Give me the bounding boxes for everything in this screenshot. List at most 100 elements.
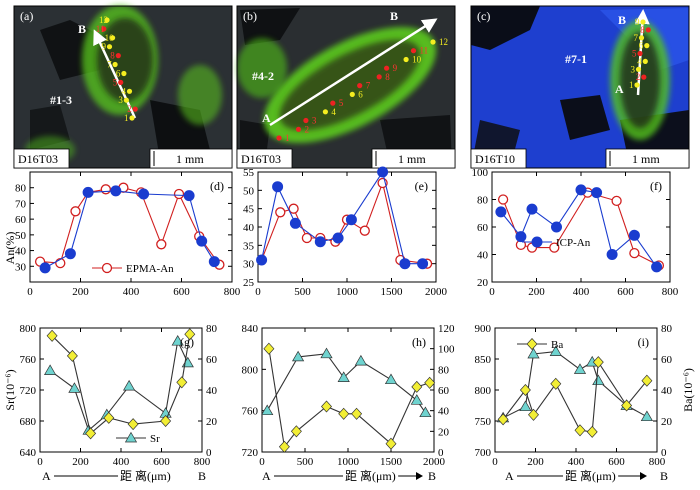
y-tick-label: 25 (243, 277, 255, 289)
panel-label: (e) (415, 179, 428, 193)
data-point (377, 166, 389, 178)
analysis-point-label: 5 (339, 98, 344, 108)
y-tick-label: 20 (477, 277, 489, 289)
x-tick-label: 2000 (425, 286, 448, 298)
xlabel-start: A (505, 469, 514, 483)
analysis-point (634, 82, 640, 88)
analysis-point-label: 6 (639, 41, 644, 51)
analysis-point-label: 7 (107, 60, 112, 70)
y-tick-label: 840 (242, 323, 259, 335)
data-point (320, 347, 333, 359)
arrow-start-label-c: A (615, 82, 624, 96)
x-tick-label: 600 (173, 286, 190, 298)
analysis-point (642, 58, 648, 64)
data-point (82, 186, 94, 198)
y2-tick-label: 80 (661, 323, 673, 335)
x-tick-label: 800 (194, 456, 211, 468)
analysis-point (132, 106, 138, 112)
data-point (66, 349, 78, 362)
y-tick-label: 45 (243, 204, 255, 216)
data-point (68, 382, 81, 393)
chart-e: 0 500 1000 1500 2000 25 30 35 40 45 50 55 (e) (243, 166, 448, 298)
y2-tick-label: 60 (206, 354, 218, 366)
analysis-point (376, 74, 382, 80)
data-point (184, 328, 196, 341)
panel-label-c: (c) (477, 9, 490, 23)
data-point (417, 258, 429, 270)
x-tick-label: 500 (297, 456, 314, 468)
analysis-point-label: 8 (385, 72, 390, 82)
data-point (101, 262, 113, 274)
x-tick-label: 200 (527, 456, 544, 468)
data-point (321, 400, 332, 413)
analysis-point (410, 48, 417, 54)
analysis-point-label: 3 (312, 116, 317, 126)
analysis-point-label: 11 (96, 24, 105, 34)
data-point (290, 425, 302, 438)
analysis-point (430, 39, 436, 45)
data-point (411, 380, 423, 393)
data-point (591, 187, 603, 199)
series-line (44, 190, 215, 269)
data-point (46, 329, 58, 342)
legend-label: ICP-An (556, 237, 591, 249)
plot-frame (261, 327, 435, 453)
y-tick-label: 30 (15, 261, 27, 273)
legend-label: Sr (150, 433, 160, 445)
x-tick-label: 200 (72, 456, 89, 468)
analysis-point (638, 35, 645, 41)
xlabel-text: 距 离(μm) (345, 468, 396, 483)
analysis-point (110, 35, 116, 41)
series-line (266, 353, 426, 414)
ylabel-sr: Sr(10⁻⁶) (3, 369, 17, 410)
analysis-point (276, 135, 282, 141)
chart-i: 0 200 400 600 800 700 750 800 850 900 0 20 40 60 80 (i)… (475, 323, 673, 468)
data-point (592, 356, 604, 369)
x-tick-label: 600 (608, 456, 625, 468)
xlabel-right: A 距 离(μm) B (505, 465, 668, 486)
scale-label-a: 1 mm (176, 152, 204, 166)
y2-tick-label: 20 (438, 426, 450, 438)
series-line (51, 334, 191, 435)
chart-f: 0 200 400 600 800 20 40 60 80 100 (f) ICP-An (472, 167, 679, 298)
legend-label: EPMA-An (126, 263, 174, 275)
panel-label: (g) (180, 335, 194, 349)
arrow-end-label-a: B (78, 22, 86, 36)
panel-label: (i) (638, 335, 649, 349)
data-point (39, 262, 51, 274)
x-tick-label: 400 (568, 456, 585, 468)
data-point (275, 207, 286, 218)
y2-tick-label: 20 (206, 416, 218, 428)
y-tick-label: 40 (477, 250, 489, 262)
data-point (64, 248, 76, 260)
data-point (124, 431, 138, 443)
y2-tick-label: 0 (438, 447, 444, 459)
analysis-point (106, 44, 113, 50)
chart-d: 0 200 400 600 800 30 40 50 60 70 80 (d) EPMA-An (15, 171, 241, 298)
scale-label-b: 1 mm (398, 152, 426, 166)
x-tick-label: 2000 (423, 456, 446, 468)
y2-tick-label: 120 (438, 323, 455, 335)
data-point (70, 206, 81, 217)
data-point (519, 400, 532, 412)
grain-label-c: #7-1 (565, 52, 587, 66)
analysis-point (640, 19, 646, 25)
y-tick-label: 60 (15, 214, 27, 226)
y2-tick-label: 80 (206, 323, 218, 335)
sample-label-c: D16T10 (475, 152, 515, 166)
panel-label-b: (b) (243, 9, 257, 23)
y-tick-label: 900 (475, 323, 492, 335)
y2-tick-label: 60 (661, 354, 673, 366)
data-point (629, 247, 640, 259)
data-point (385, 437, 397, 450)
data-point (351, 407, 363, 420)
data-point (100, 184, 111, 195)
y-tick-label: 760 (242, 406, 259, 418)
sample-label-a: D16T03 (18, 152, 58, 166)
data-point (526, 337, 538, 351)
data-point (181, 356, 194, 368)
analysis-point-label: 1 (124, 113, 129, 123)
y-tick-label: 800 (475, 385, 492, 397)
